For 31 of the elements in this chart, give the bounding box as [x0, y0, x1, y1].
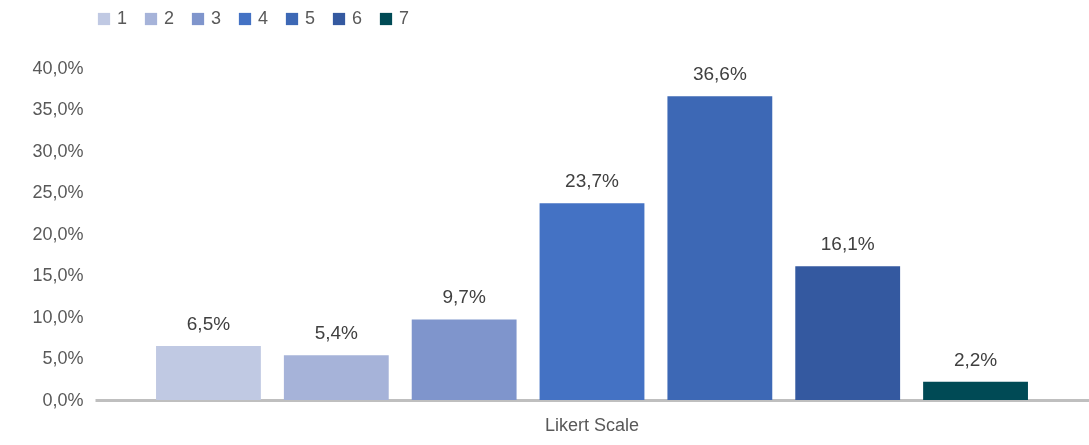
y-tick-label: 20,0% [32, 223, 84, 244]
y-tick-label: 5,0% [42, 348, 84, 368]
data-label: 16,1% [820, 233, 875, 255]
bar [283, 355, 389, 400]
y-tick-label: 40,0% [32, 57, 84, 78]
bar [539, 203, 645, 400]
bar [411, 319, 517, 400]
data-label: 5,4% [314, 322, 359, 344]
data-label: 9,7% [442, 286, 486, 308]
legend-label: 4 [258, 8, 269, 28]
x-tick-label: Likert Scale [544, 414, 640, 435]
y-tick-label: 15,0% [32, 265, 84, 285]
legend-label: 2 [164, 8, 175, 28]
y-tick-label: 10,0% [32, 306, 84, 327]
legend-label: 7 [399, 8, 410, 28]
data-label: 2,2% [953, 348, 998, 370]
bar [667, 96, 773, 400]
bar [156, 346, 261, 400]
legend-label: 5 [305, 8, 316, 28]
legend-label: 6 [352, 8, 363, 28]
data-label: 23,7% [565, 170, 620, 192]
y-tick-label: 35,0% [32, 99, 84, 119]
y-tick-label: 30,0% [32, 140, 84, 161]
bar [795, 266, 901, 400]
data-label: 6,5% [186, 313, 231, 335]
legend-label: 3 [211, 8, 222, 28]
y-tick-label: 25,0% [32, 182, 84, 202]
legend-label: 1 [117, 8, 128, 28]
bar [923, 381, 1028, 400]
data-label: 36,6% [692, 63, 747, 85]
y-tick-label: 0,0% [42, 389, 84, 410]
